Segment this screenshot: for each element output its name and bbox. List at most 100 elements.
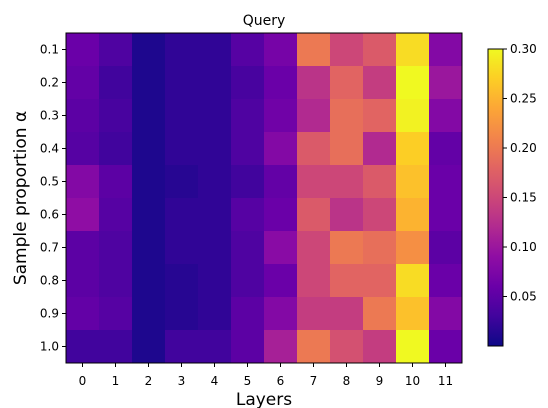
plot-frame [65,32,463,364]
x-tick-label: 6 [277,374,285,388]
heatmap-cell [264,198,298,232]
heatmap-cell [132,297,166,331]
heatmap-cell [363,66,397,100]
heatmap-cell [330,231,364,265]
heatmap-cell [99,198,133,232]
x-tick-label: 8 [343,374,351,388]
x-tick-label: 9 [376,374,384,388]
y-tick-label: 0.6 [40,208,59,222]
heatmap-cell [198,297,232,331]
heatmap-cell [231,165,265,199]
heatmap-cell [165,231,199,265]
heatmap-cell [66,198,100,232]
heatmap-cell [66,99,100,133]
colorbar-tick-label: 0.15 [510,191,537,205]
heatmap-cell [99,165,133,199]
heatmap-cell [99,297,133,331]
heatmap-cell [66,132,100,166]
heatmap-cell [330,66,364,100]
y-tick-label: 0.4 [40,142,59,156]
heatmap-cell [99,330,133,364]
y-tick-label: 0.5 [40,175,59,189]
heatmap-cell [363,165,397,199]
heatmap-cell [264,132,298,166]
heatmap-cell [264,264,298,298]
heatmap-cell [198,33,232,67]
heatmap-cell [198,66,232,100]
x-tick-label: 10 [405,374,420,388]
heatmap-cell [330,165,364,199]
x-axis-label: Layers [236,390,292,408]
heatmap-cell [198,198,232,232]
heatmap-cell [429,198,463,232]
y-tick-label: 0.9 [40,307,59,321]
y-tick-label: 0.3 [40,109,59,123]
x-tick-label: 4 [211,374,219,388]
heatmap-cell [99,132,133,166]
heatmap-cell [132,231,166,265]
heatmap-cell [99,99,133,133]
heatmap-cell [132,132,166,166]
heatmap-cell [132,165,166,199]
heatmap-cell [363,264,397,298]
heatmap-cell [429,165,463,199]
heatmap-cell [264,33,298,67]
heatmap-cell [165,297,199,331]
heatmap-cell [297,264,331,298]
heatmap-cell [297,99,331,133]
heatmap-cell [330,198,364,232]
heatmap-cell [66,66,100,100]
heatmap-cell [66,330,100,364]
heatmap-cell [66,33,100,67]
heatmap-cell [99,231,133,265]
colorbar-ticks: 0.05 0.10 0.15 0.20 0.25 0.30 [503,42,537,304]
heatmap-cell [264,297,298,331]
heatmap-cell [165,165,199,199]
heatmap-cell [231,297,265,331]
heatmap-cell [396,99,430,133]
heatmap-cell [330,99,364,133]
heatmap-cell [165,99,199,133]
heatmap-cell [429,132,463,166]
y-axis-label: Sample proportion α [11,111,31,285]
heatmap-cell [363,33,397,67]
x-tick-label: 1 [112,374,120,388]
y-tick-label: 0.2 [40,76,59,90]
heatmap-cell [165,33,199,67]
colorbar [487,48,504,347]
heatmap-cell [231,33,265,67]
heatmap-cell [330,132,364,166]
heatmap-cell [66,297,100,331]
heatmap-cell [132,66,166,100]
heatmap-cell [99,33,133,67]
heatmap-cell [396,231,430,265]
heatmap-cell [264,66,298,100]
heatmap-cell [132,198,166,232]
heatmap-cell [297,297,331,331]
heatmap-cell [396,33,430,67]
heatmap-cell [429,66,463,100]
x-tick-label: 2 [145,374,153,388]
heatmap-cell [165,264,199,298]
x-tick-label: 5 [244,374,252,388]
heatmap-cell [396,198,430,232]
heatmap-cell [231,330,265,364]
heatmap-cell [396,165,430,199]
heatmap-cell [132,33,166,67]
x-tick-label: 0 [79,374,87,388]
heatmap-cell [165,198,199,232]
heatmap-cell [396,132,430,166]
y-tick-label: 0.8 [40,274,59,288]
colorbar-tick-label: 0.30 [510,42,537,56]
heatmap-cell [231,99,265,133]
heatmap-cell [363,132,397,166]
heatmap-cell [198,231,232,265]
heatmap-cell [297,198,331,232]
heatmap-cell [198,264,232,298]
y-axis-ticks: 0.1 0.2 0.3 0.4 0.5 0.6 0.7 0.8 0.9 1.0 [40,43,66,354]
colorbar-tick-label: 0.20 [510,141,537,155]
x-tick-label: 7 [310,374,318,388]
x-tick-label: 3 [178,374,186,388]
heatmap-cell [66,231,100,265]
